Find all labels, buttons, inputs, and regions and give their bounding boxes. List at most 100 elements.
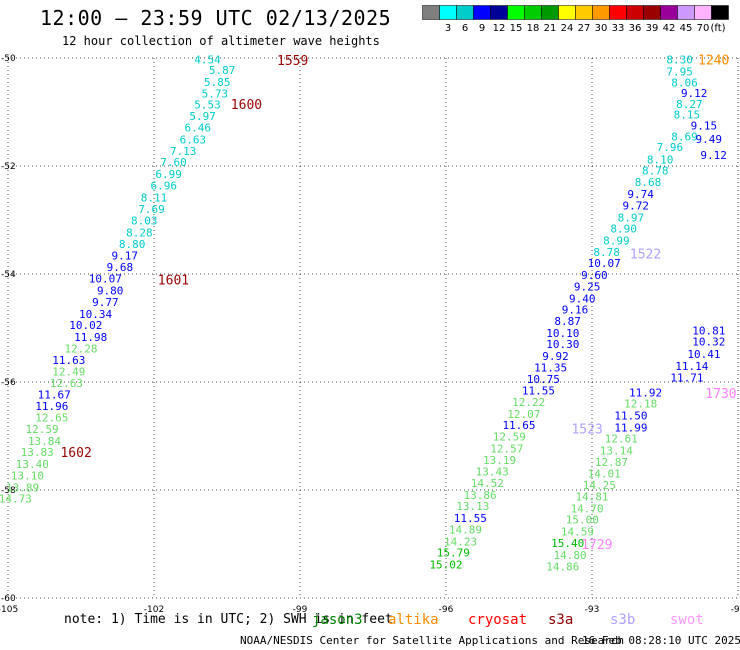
wave-height-value: 14.80 xyxy=(554,549,587,562)
chart-title: 12:00 – 23:59 UTC 02/13/2025 xyxy=(40,6,392,30)
wave-height-value: 5.73 xyxy=(202,88,229,101)
wave-height-value: 9.49 xyxy=(696,133,723,146)
generated-timestamp: 16 Feb 08:28:10 UTC 2025 xyxy=(582,634,740,647)
y-tick-label: -50 xyxy=(1,54,16,64)
wave-height-value: 11.67 xyxy=(38,388,71,401)
satellite-swot: swot xyxy=(670,612,704,628)
satellite-s3a: s3a xyxy=(548,612,574,628)
wave-height-value: 8.10 xyxy=(647,154,674,167)
wave-height-value: 8.28 xyxy=(126,226,153,239)
y-tick-label: -60 xyxy=(1,594,16,604)
track-time-label: 1602 xyxy=(60,446,91,461)
y-tick-label: -56 xyxy=(1,378,16,388)
wave-height-value: 13.86 xyxy=(464,489,497,502)
wave-height-value: 9.92 xyxy=(542,350,569,363)
track-time-label: 1559 xyxy=(277,54,308,69)
wave-height-value: 11.99 xyxy=(614,421,647,434)
wave-height-value: 10.02 xyxy=(69,319,102,332)
wave-height-value: 14.70 xyxy=(571,502,604,515)
wave-height-value: 11.14 xyxy=(675,360,708,373)
wave-height-value: 9.12 xyxy=(700,149,727,162)
wave-height-value: 11.98 xyxy=(74,331,107,344)
color-scale-label: 45 xyxy=(680,23,693,34)
chart-subtitle: 12 hour collection of altimeter wave hei… xyxy=(62,34,380,48)
wave-height-value: 13.13 xyxy=(456,500,489,513)
wave-height-value: 11.35 xyxy=(534,361,567,374)
wave-height-value: 9.40 xyxy=(569,292,596,305)
track-time-labels: 1559 1600 1601 1602 1522 1523 1729 1730 1240 xyxy=(60,54,736,553)
color-scale-label: 42 xyxy=(663,23,676,34)
wave-height-value: 8.78 xyxy=(593,246,620,259)
wave-height-value: 13.84 xyxy=(28,435,61,448)
wave-height-value: 12.28 xyxy=(64,343,97,356)
color-scale-label: 36 xyxy=(629,23,642,34)
wave-height-value: 13.89 xyxy=(6,481,39,494)
satellite-s3b: s3b xyxy=(610,612,636,628)
wave-height-value: 12.65 xyxy=(35,412,68,425)
wave-height-value: 14.86 xyxy=(546,561,579,574)
color-scale-label: 27 xyxy=(578,23,591,34)
wave-height-value: 8.80 xyxy=(119,238,146,251)
wave-height-value: 14.73 xyxy=(0,493,32,506)
track-time-label: 1729 xyxy=(581,538,612,553)
wave-height-value: 9.74 xyxy=(627,188,654,201)
color-scale-label: 15 xyxy=(510,23,523,34)
color-scale-legend: 3 6 9 12 15 18 21 24 27 30 33 36 39 42 45 70 (ft) xyxy=(422,5,729,34)
wave-height-value: 11.55 xyxy=(454,512,487,525)
wave-height-value: 8.15 xyxy=(674,109,701,122)
wave-height-value: 10.41 xyxy=(687,348,720,361)
wave-height-value: 5.97 xyxy=(189,110,216,123)
wave-height-value: 8.68 xyxy=(635,176,662,189)
wave-height-value: 4.54 xyxy=(194,54,221,67)
wave-height-value: 8.87 xyxy=(554,315,581,328)
wave-height-value: 12.57 xyxy=(490,442,523,455)
wave-height-value: 13.40 xyxy=(16,458,49,471)
wave-height-value: 7.60 xyxy=(160,156,187,169)
wave-height-value: 10.32 xyxy=(692,336,725,349)
track-time-label: 1522 xyxy=(630,247,661,262)
wave-height-value: 8.78 xyxy=(642,164,669,177)
x-tick-label: -105 xyxy=(0,605,18,615)
wave-height-value: 9.77 xyxy=(92,296,119,309)
wave-height-value: 9.15 xyxy=(691,120,718,133)
wave-height-value: 11.71 xyxy=(670,372,703,385)
wave-height-value: 11.50 xyxy=(614,409,647,422)
wave-height-value: 15.79 xyxy=(437,547,470,560)
wave-height-value: 12.61 xyxy=(605,433,638,446)
wave-height-value: 12.18 xyxy=(624,398,657,411)
wave-height-value: 11.55 xyxy=(522,385,555,398)
x-tick-label: -96 xyxy=(439,605,454,615)
wave-height-value: 11.63 xyxy=(52,354,85,367)
wave-height-value: 8.06 xyxy=(671,76,698,89)
track-time-label: 1240 xyxy=(698,54,729,69)
wave-height-value: 5.53 xyxy=(194,98,221,111)
satellite-jason3: jason3 xyxy=(312,612,363,628)
credit-text: NOAA/NESDIS Center for Satellite Applica… xyxy=(240,634,625,647)
wave-height-value: 9.72 xyxy=(623,199,650,212)
wave-height-value: 12.87 xyxy=(595,456,628,469)
color-scale-label: 39 xyxy=(646,23,659,34)
wave-height-value: 6.63 xyxy=(180,134,207,147)
wave-height-value: 9.25 xyxy=(574,280,601,293)
wave-height-value: 12.59 xyxy=(26,423,59,436)
wave-height-value: 10.75 xyxy=(527,373,560,386)
wave-height-value: 9.12 xyxy=(681,87,708,100)
color-scale-label: 33 xyxy=(612,23,625,34)
x-tick-label: -90 xyxy=(731,605,740,615)
y-tick-label: -52 xyxy=(1,162,16,172)
wave-height-value: 12.49 xyxy=(52,366,85,379)
wave-height-value: 9.68 xyxy=(107,261,134,274)
track-time-label: 1730 xyxy=(705,387,736,402)
note-text: note: 1) Time is in UTC; 2) SWH is in fe… xyxy=(64,612,393,627)
wave-height-value: 13.10 xyxy=(11,469,44,482)
wave-height-value: 8.27 xyxy=(676,98,703,111)
wave-height-value: 14.25 xyxy=(583,479,616,492)
y-tick-label: -54 xyxy=(1,270,16,280)
wave-height-value: 11.92 xyxy=(629,386,662,399)
gridlines xyxy=(7,57,739,599)
wave-height-value: 14.01 xyxy=(588,467,621,480)
track-time-label: 1601 xyxy=(158,273,189,288)
color-scale-label: 30 xyxy=(595,23,608,34)
wave-height-value: 12.63 xyxy=(50,377,83,390)
wave-height-value: 8.11 xyxy=(141,191,168,204)
